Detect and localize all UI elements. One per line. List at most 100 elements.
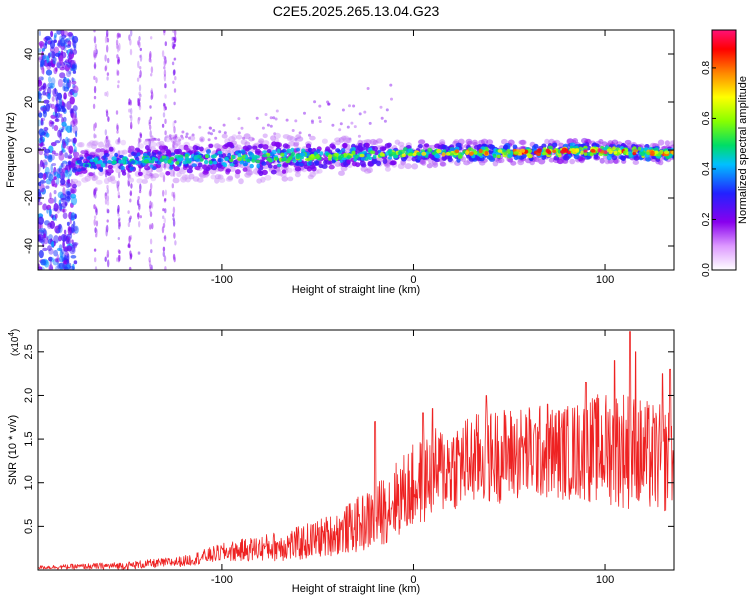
streak-blob xyxy=(128,266,132,270)
broadband-blob xyxy=(68,160,71,166)
streak-blob xyxy=(129,267,132,270)
y-tick-label: 0 xyxy=(23,147,35,153)
ridge-blob xyxy=(290,147,295,153)
broadband-blob xyxy=(38,76,44,81)
ridge-blob xyxy=(632,160,639,165)
x-tick-label: -100 xyxy=(211,274,233,286)
broadband-blob xyxy=(38,80,42,85)
ridge-blob xyxy=(262,144,269,150)
ridge-blob xyxy=(309,156,315,161)
streak-blob xyxy=(138,220,141,228)
streak-blob xyxy=(138,203,141,211)
broadband-blob xyxy=(63,266,69,270)
ridge-blob xyxy=(273,164,278,169)
ridge-blob xyxy=(214,177,220,184)
broadband-blob xyxy=(69,232,73,239)
streak-blob xyxy=(137,98,141,107)
scatter-blob xyxy=(308,133,311,137)
streak-blob xyxy=(149,211,153,218)
streak-blob xyxy=(130,114,133,122)
ridge-blob xyxy=(571,148,577,153)
ridge-blob xyxy=(210,174,217,180)
broadband-blob xyxy=(58,152,65,161)
snr-x-ticks: -100 0 100 xyxy=(211,330,614,586)
broadband-blob xyxy=(53,249,58,257)
streak-blob xyxy=(94,134,97,139)
ridge-blob xyxy=(315,154,320,159)
streak-blob xyxy=(150,36,153,40)
streak-blob xyxy=(93,133,96,139)
broadband-blob xyxy=(38,250,44,259)
broadband-blob xyxy=(59,171,65,180)
ridge-blob xyxy=(309,135,316,141)
broadband-blob xyxy=(64,255,67,261)
ridge-blob xyxy=(480,138,489,145)
ridge-blob xyxy=(191,163,197,168)
broadband-blob xyxy=(56,168,61,175)
streak-blob xyxy=(139,47,142,52)
ridge-blob xyxy=(237,156,243,162)
ridge-blob xyxy=(93,157,98,162)
broadband-blob xyxy=(47,155,53,163)
broadband-blob xyxy=(40,59,45,67)
ridge-blob xyxy=(149,137,155,143)
streak-blob xyxy=(104,35,108,44)
streak-blob xyxy=(129,48,133,56)
broadband-blob xyxy=(48,208,51,217)
streak-blob xyxy=(137,212,140,220)
broadband-blob xyxy=(63,116,67,123)
broadband-blob xyxy=(46,92,51,100)
scatter-blob xyxy=(223,131,227,135)
ridge-blob xyxy=(73,151,80,157)
ridge-blob xyxy=(478,156,485,162)
ridge-blob xyxy=(221,162,227,166)
scatter-blob xyxy=(291,129,295,132)
broadband-blob xyxy=(52,88,58,97)
ridge-blob xyxy=(136,178,143,184)
ridge-blob xyxy=(391,151,397,156)
ridge-blob xyxy=(342,142,348,149)
broadband-blob xyxy=(51,96,55,102)
scatter-blob xyxy=(338,128,342,132)
broadband-blob xyxy=(60,30,65,37)
ridge-blob xyxy=(310,153,315,158)
ridge-blob xyxy=(206,149,211,154)
ridge-blob xyxy=(98,141,104,148)
colorbar-tick-label: 0.0 xyxy=(701,263,712,277)
broadband-blob xyxy=(71,244,76,253)
ridge-blob xyxy=(235,144,242,150)
streak-blob xyxy=(117,249,121,253)
broadband-blob xyxy=(42,247,48,252)
streak-blob xyxy=(104,91,107,97)
streak-blob xyxy=(118,221,122,227)
streak-blob xyxy=(116,123,119,131)
streak-blob xyxy=(139,183,142,191)
broadband-blob xyxy=(38,110,41,114)
streak-blob xyxy=(150,201,154,209)
broadband-blob xyxy=(48,197,55,204)
ridge-blob xyxy=(431,151,436,155)
ridge-blob xyxy=(195,158,201,162)
y-tick-label: -40 xyxy=(23,238,35,254)
ridge-blob xyxy=(202,170,209,175)
broadband-blob xyxy=(38,48,42,53)
ridge-blob xyxy=(518,139,526,145)
streak-blob xyxy=(138,205,141,210)
ridge-blob xyxy=(287,156,292,161)
scatter-blob xyxy=(185,135,188,139)
broadband-blob xyxy=(38,92,43,100)
ridge-blob xyxy=(258,138,265,144)
ridge-blob xyxy=(340,148,346,153)
broadband-blob xyxy=(38,172,44,179)
ridge-blob xyxy=(590,148,596,153)
streak-blob xyxy=(104,65,107,72)
broadband-blob xyxy=(61,121,67,127)
ridge-blob xyxy=(261,154,268,158)
colorbar-tick-label: 0.8 xyxy=(701,61,712,75)
broadband-blob xyxy=(48,76,52,83)
streak-blob xyxy=(172,36,175,41)
streak-blob xyxy=(105,228,108,237)
ridge-blob xyxy=(100,162,106,168)
streak-blob xyxy=(129,198,132,203)
ridge-blob xyxy=(178,154,184,159)
